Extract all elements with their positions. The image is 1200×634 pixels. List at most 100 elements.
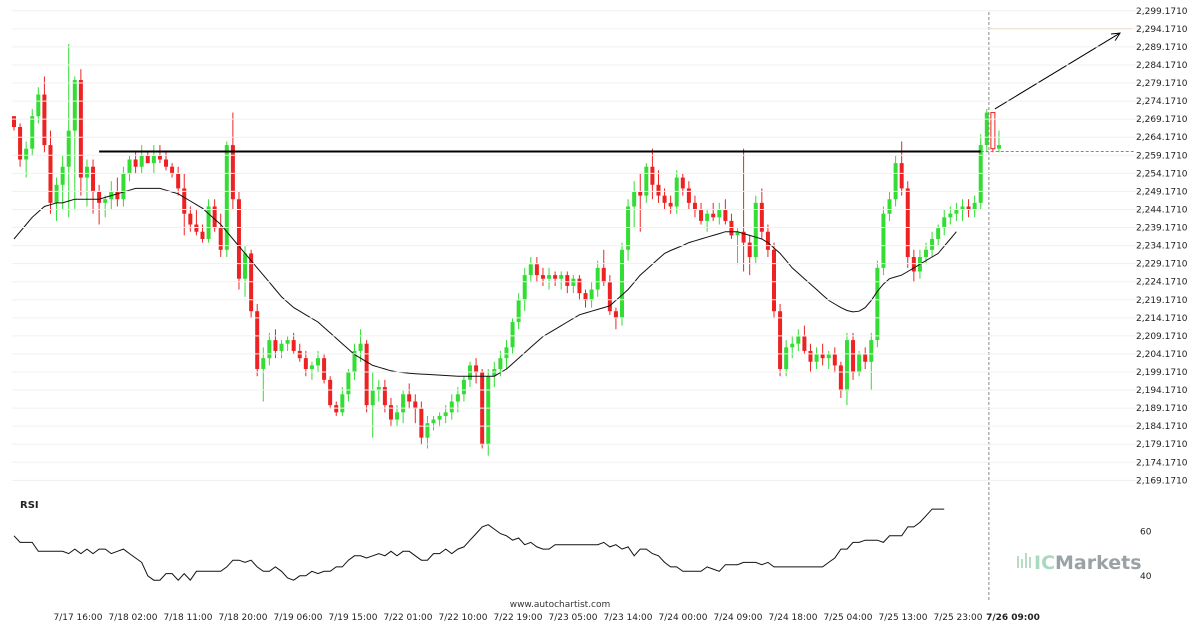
candle-body <box>741 231 746 243</box>
candle-body <box>388 405 393 420</box>
rsi-tick-label: 60 <box>1140 527 1152 537</box>
x-tick-label: 7/26 09:00 <box>986 613 1040 623</box>
candle-body <box>370 390 375 406</box>
x-tick-label: 7/17 16:00 <box>53 613 102 623</box>
candle-body <box>407 394 412 402</box>
y-tick-label: 2,264.1710 <box>1136 133 1188 143</box>
candle-body <box>316 358 320 366</box>
candle-body <box>395 412 400 420</box>
candle-body <box>121 173 126 200</box>
candle-body <box>170 166 175 174</box>
candle-body <box>705 213 710 221</box>
candle-body <box>905 188 910 258</box>
candle-body <box>328 379 333 406</box>
candle-body <box>711 213 716 218</box>
candle-body <box>24 148 29 160</box>
candle-body <box>583 293 588 301</box>
candle-body <box>18 127 23 160</box>
candle-body <box>650 166 655 185</box>
candle-body <box>267 340 272 359</box>
candle-body <box>626 206 631 250</box>
candle-body <box>322 358 327 380</box>
candle-body <box>36 94 41 117</box>
candle-body <box>930 238 935 250</box>
candle-body <box>182 188 187 214</box>
candle-body <box>78 80 83 178</box>
candle-body <box>48 145 53 203</box>
candle-body <box>899 163 904 189</box>
rsi-line <box>13 508 945 581</box>
candle-body <box>133 159 138 167</box>
candle-body <box>352 350 357 373</box>
candle-body <box>656 184 661 196</box>
candle-body <box>194 224 199 232</box>
rsi-tick-label: 40 <box>1140 572 1152 582</box>
candle-body <box>547 275 552 279</box>
y-tick-label: 2,174.1710 <box>1136 458 1188 468</box>
candle-body <box>692 202 697 211</box>
candle-body <box>188 213 193 225</box>
candle-body <box>595 267 600 290</box>
candle-body <box>820 354 825 359</box>
candle-body <box>644 166 649 196</box>
y-tick-label: 2,284.1710 <box>1136 61 1188 71</box>
y-tick-label: 2,254.1710 <box>1136 169 1188 179</box>
candle-body <box>522 275 527 301</box>
candle-body <box>498 358 503 369</box>
candle-body <box>559 275 564 279</box>
candle-body <box>863 354 868 362</box>
x-tick-label: 7/23 14:00 <box>603 613 652 623</box>
y-tick-label: 2,224.1710 <box>1136 278 1188 288</box>
candle-body <box>814 354 819 362</box>
candle-body <box>42 94 47 146</box>
candle-body <box>419 408 424 438</box>
candle-body <box>632 192 637 207</box>
y-tick-label: 2,209.1710 <box>1136 332 1188 342</box>
candle-body <box>376 387 381 391</box>
candle-body <box>875 267 880 341</box>
candle-body <box>273 340 278 351</box>
candle-body <box>249 253 254 312</box>
candle-body <box>413 401 418 409</box>
x-tick-label: 7/24 00:00 <box>658 613 707 623</box>
y-tick-label: 2,204.1710 <box>1136 350 1188 360</box>
candle-body <box>212 206 217 229</box>
y-tick-label: 2,194.1710 <box>1136 386 1188 396</box>
candle-body <box>30 116 35 149</box>
candle-body <box>747 242 752 258</box>
y-tick-label: 2,239.1710 <box>1136 224 1188 234</box>
y-tick-label: 2,199.1710 <box>1136 368 1188 378</box>
candle-body <box>796 336 801 344</box>
candle-body <box>437 415 442 420</box>
candle-body <box>364 343 369 406</box>
candle-body <box>516 300 521 323</box>
x-tick-label: 7/25 13:00 <box>878 613 927 623</box>
candle-body <box>826 354 831 359</box>
candle-body <box>954 210 959 214</box>
candle-body <box>309 365 314 369</box>
candle-body <box>285 340 290 344</box>
brand-markets: Markets <box>1055 552 1142 574</box>
candle-body <box>990 112 996 150</box>
candle-body <box>115 192 120 200</box>
x-tick-label: 7/18 11:00 <box>163 613 212 623</box>
y-tick-label: 2,249.1710 <box>1136 187 1188 197</box>
candle-body <box>674 177 679 207</box>
y-tick-label: 2,169.1710 <box>1136 476 1188 486</box>
svg-text:ICMarkets: ICMarkets <box>1034 552 1142 574</box>
candle-body <box>565 275 570 286</box>
x-tick-label: 7/24 09:00 <box>713 613 762 623</box>
candle-body <box>984 112 989 146</box>
candle-body <box>857 354 862 373</box>
candle-body <box>996 145 1001 149</box>
candle-body <box>832 354 837 366</box>
x-tick-label: 7/22 19:00 <box>493 613 542 623</box>
candle-body <box>54 184 59 203</box>
candle-body <box>504 347 509 359</box>
x-tick-label: 7/22 01:00 <box>383 613 432 623</box>
candle-body <box>157 155 162 160</box>
candle-body <box>601 267 606 283</box>
candle-body <box>261 358 266 369</box>
rsi-label: RSI <box>20 500 39 511</box>
x-tick-label: 7/18 02:00 <box>108 613 157 623</box>
